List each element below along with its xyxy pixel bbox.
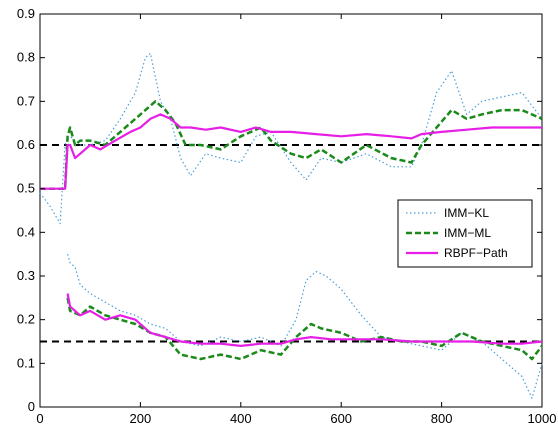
y-tick-label: 0.9 <box>17 6 35 21</box>
legend-label: RBPF−Path <box>444 246 508 260</box>
y-tick-label: 0.8 <box>17 50 35 65</box>
x-tick-label: 1000 <box>528 411 557 426</box>
legend-label: IMM−KL <box>444 206 489 220</box>
series-line-1 <box>39 52 543 225</box>
legend: IMM−KL IMM−ML RBPF−Path <box>397 199 533 268</box>
y-tick-label: 0.7 <box>17 93 35 108</box>
y-tick-label: 0.1 <box>17 355 35 370</box>
y-tick-label: 0.5 <box>17 181 35 196</box>
x-tick-label: 0 <box>36 411 43 426</box>
series-lines <box>39 52 543 399</box>
y-tick-label: 0.3 <box>17 268 35 283</box>
x-tick-label: 600 <box>330 411 352 426</box>
y-tick-label: 0.2 <box>17 312 35 327</box>
y-tick-label: 0.6 <box>17 137 35 152</box>
series-line-3 <box>66 293 543 347</box>
legend-label: IMM−ML <box>444 226 491 240</box>
series-line-3 <box>40 113 542 190</box>
y-axis-ticks: 0 0.1 0.2 0.3 0.4 0.5 0.6 0.7 0.8 0.9 <box>17 6 542 414</box>
y-tick-label: 0.4 <box>17 224 35 239</box>
y-tick-label: 0 <box>28 399 35 414</box>
x-tick-label: 800 <box>431 411 453 426</box>
series-line-2 <box>40 100 543 190</box>
x-tick-label: 200 <box>130 411 152 426</box>
x-axis-ticks: 0 200 400 600 800 1000 <box>36 14 556 426</box>
series-line-2 <box>66 297 543 361</box>
x-tick-label: 400 <box>230 411 252 426</box>
